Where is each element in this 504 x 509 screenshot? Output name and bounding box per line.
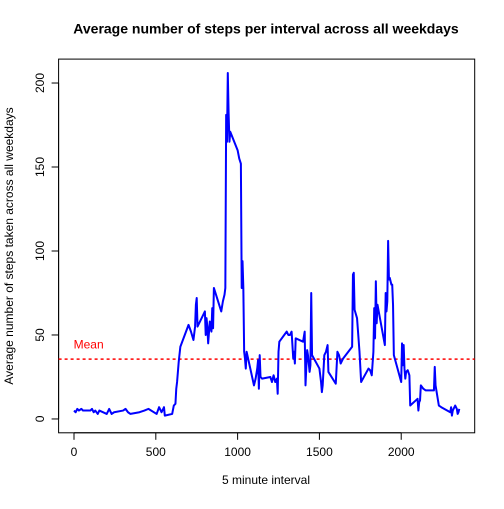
x-tick-label: 0 <box>71 445 78 459</box>
x-axis-label: 5 minute interval <box>222 473 310 487</box>
x-tick-label: 1000 <box>224 445 251 459</box>
y-tick-label: 200 <box>33 73 47 93</box>
x-tick-label: 500 <box>146 445 166 459</box>
y-tick-label: 50 <box>33 328 47 342</box>
y-tick-label: 150 <box>33 157 47 177</box>
x-tick-label: 1500 <box>306 445 333 459</box>
y-tick-label: 0 <box>33 415 47 422</box>
data-line <box>73 71 461 417</box>
y-axis-label: Average number of steps taken across all… <box>2 107 16 384</box>
y-tick-label: 100 <box>33 241 47 261</box>
mean-annotation: Mean <box>74 337 104 351</box>
x-tick-label: 2000 <box>388 445 415 459</box>
chart-title: Average number of steps per interval acr… <box>73 21 459 37</box>
